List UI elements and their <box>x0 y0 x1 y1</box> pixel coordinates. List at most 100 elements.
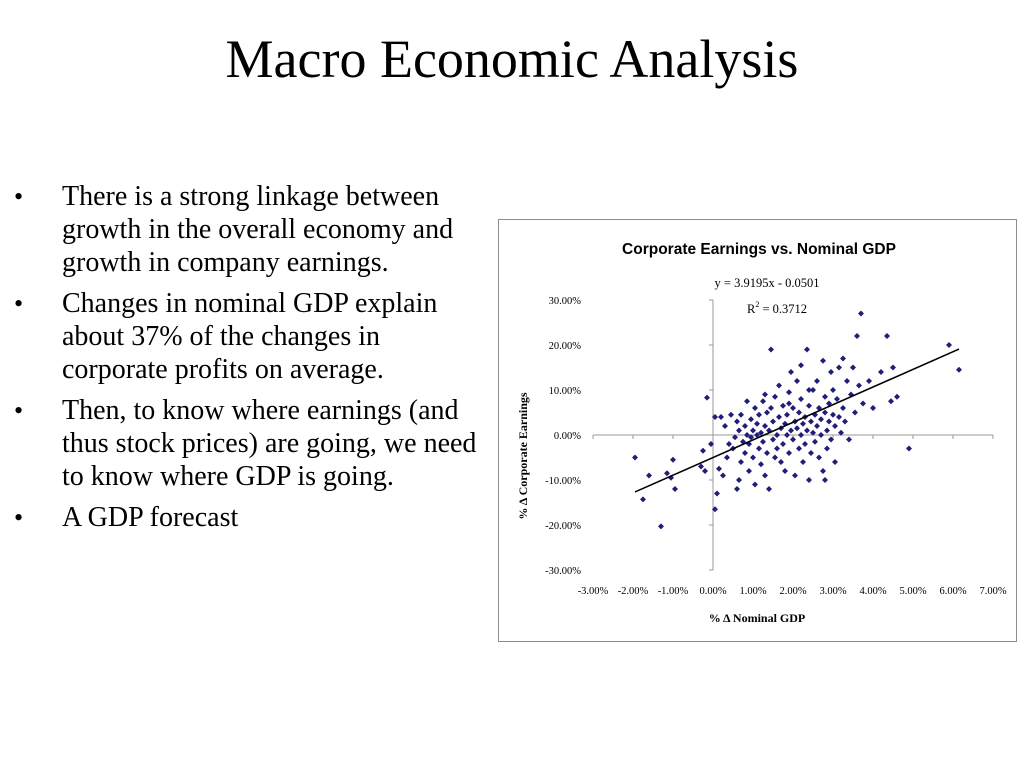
data-point <box>764 450 770 456</box>
data-point <box>738 459 744 465</box>
data-point <box>772 393 778 400</box>
data-point <box>750 427 756 434</box>
data-point <box>832 459 838 465</box>
y-tick-label: 20.00% <box>549 341 582 352</box>
x-tick-label: 0.00% <box>699 586 726 597</box>
x-tick-label: -1.00% <box>658 586 689 597</box>
data-point <box>842 418 848 425</box>
data-point <box>748 416 754 423</box>
bullet-item: • Changes in nominal GDP explain about 37… <box>14 287 482 386</box>
data-point <box>744 398 750 405</box>
data-point <box>734 418 740 425</box>
data-point <box>800 420 806 427</box>
data-point <box>670 456 676 463</box>
x-axis-label: % Δ Nominal GDP <box>709 611 806 625</box>
data-point <box>856 382 862 389</box>
data-point <box>782 468 788 474</box>
x-tick-label: -3.00% <box>578 586 609 597</box>
data-point <box>748 434 754 441</box>
y-tick-label: 10.00% <box>549 386 582 397</box>
x-tick-label: 5.00% <box>899 586 926 597</box>
data-point <box>830 387 836 393</box>
tick-labels: -3.00% -2.00% -1.00% 0.00% 1.00% 2.00% 3.00% 4.… <box>545 296 1007 597</box>
data-point <box>830 411 836 418</box>
data-point <box>836 414 842 420</box>
data-point <box>750 454 756 461</box>
data-point <box>734 486 740 492</box>
data-point <box>744 432 750 438</box>
data-point <box>806 477 812 483</box>
data-point <box>814 378 820 384</box>
data-point <box>640 496 646 503</box>
data-point <box>784 411 790 418</box>
data-point <box>720 472 726 479</box>
data-point <box>946 342 952 348</box>
bullet-dot: • <box>14 396 24 425</box>
chart-title: Corporate Earnings vs. Nominal GDP <box>622 241 896 258</box>
data-point <box>766 486 772 492</box>
data-point <box>816 454 822 461</box>
data-point <box>854 333 860 339</box>
data-point <box>758 429 764 436</box>
r-squared-label: R2 = 0.3712 <box>747 300 807 316</box>
data-point <box>738 411 744 418</box>
data-point <box>840 355 846 362</box>
data-point <box>658 523 664 530</box>
data-point <box>802 441 808 447</box>
data-point <box>870 405 876 411</box>
data-point <box>824 427 830 434</box>
data-point <box>846 436 852 443</box>
data-point <box>828 369 834 375</box>
data-point <box>786 389 792 396</box>
x-tick-label: 4.00% <box>859 586 886 597</box>
bullet-text: A GDP forecast <box>62 502 239 533</box>
data-point <box>770 436 776 443</box>
data-point <box>820 468 826 474</box>
data-point <box>826 418 832 425</box>
data-point <box>768 405 774 411</box>
y-axis-label: % Δ Corporate Earnings <box>516 392 530 520</box>
data-point <box>824 445 830 452</box>
data-point <box>806 402 812 409</box>
trendline-equation: y = 3.9195x - 0.0501 <box>715 276 820 290</box>
bullet-dot: • <box>14 503 24 532</box>
data-point <box>708 441 714 447</box>
bullet-text: Changes in nominal GDP explain about 37%… <box>62 288 438 385</box>
data-point <box>836 364 842 371</box>
data-point <box>712 506 718 513</box>
axes <box>592 299 994 571</box>
data-point <box>884 333 890 339</box>
y-tick-label: -20.00% <box>545 521 581 532</box>
trendline-line <box>634 348 960 493</box>
x-tick-label: 1.00% <box>739 586 766 597</box>
data-point <box>772 454 778 461</box>
data-point <box>804 346 810 353</box>
data-point <box>776 382 782 389</box>
y-tick-label: -30.00% <box>545 566 581 577</box>
data-point <box>762 423 768 429</box>
data-point <box>774 445 780 452</box>
data-point <box>776 414 782 420</box>
data-point <box>752 481 758 488</box>
data-point <box>760 438 766 445</box>
data-point <box>866 378 872 384</box>
data-point <box>714 490 720 497</box>
data-point <box>804 427 810 434</box>
scatter-chart: Corporate Earnings vs. Nominal GDP y = 3… <box>498 219 1017 642</box>
data-point <box>756 411 762 418</box>
bullet-text: There is a strong linkage between growth… <box>62 181 454 278</box>
bullet-text: Then, to know where earnings (and thus s… <box>62 395 477 492</box>
data-point <box>806 387 812 393</box>
x-tick-label: -2.00% <box>618 586 649 597</box>
data-point <box>834 396 840 402</box>
bullet-list: • There is a strong linkage between growt… <box>14 180 482 542</box>
data-point <box>672 486 678 492</box>
data-point <box>760 398 766 405</box>
data-point <box>736 477 742 483</box>
data-point <box>810 429 816 436</box>
data-point <box>798 362 804 369</box>
data-point <box>844 378 850 384</box>
data-point <box>800 459 806 465</box>
data-point <box>698 463 704 470</box>
data-point <box>822 393 828 400</box>
